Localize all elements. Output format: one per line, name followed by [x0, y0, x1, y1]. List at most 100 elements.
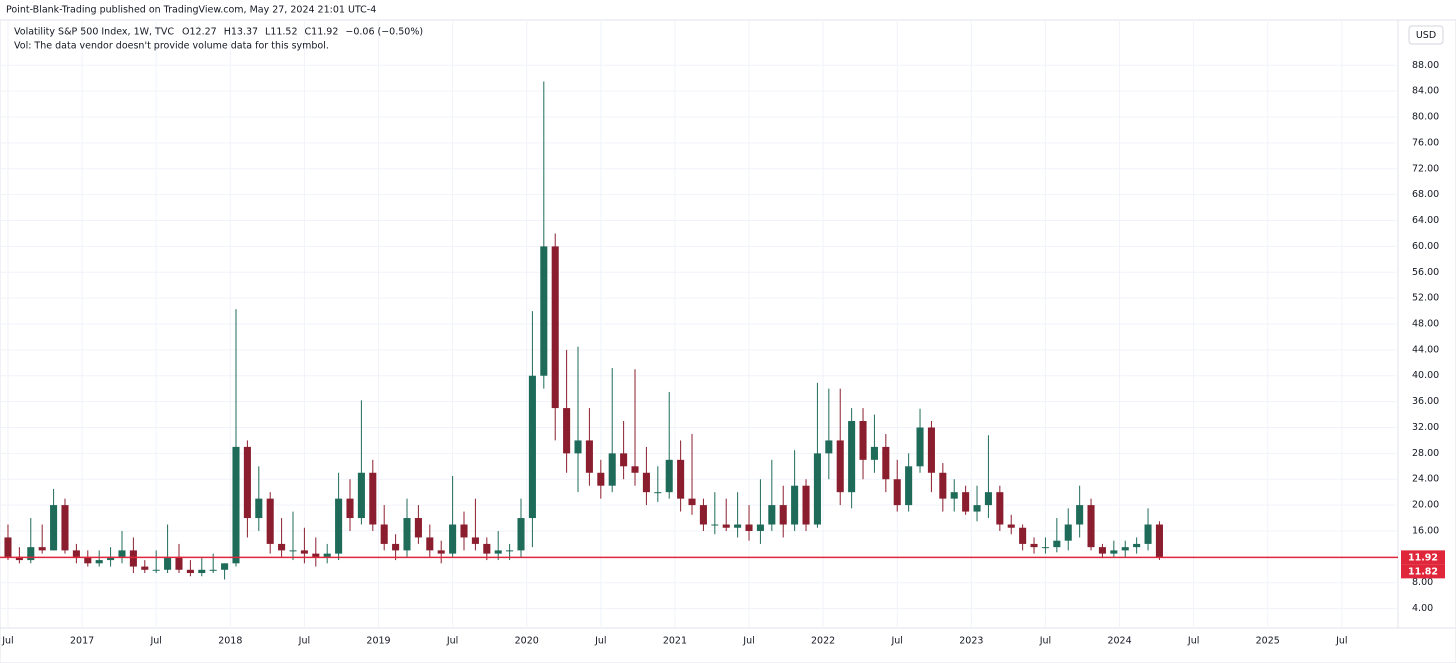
candle-body: [483, 543, 491, 554]
candle-body: [266, 498, 274, 544]
candle-body: [460, 524, 468, 538]
y-tick-label: 60.00: [1412, 241, 1439, 252]
candle-body: [209, 569, 217, 571]
x-tick-label: Jul: [594, 636, 606, 647]
y-tick-label: 52.00: [1412, 293, 1439, 304]
candle-body: [437, 550, 445, 554]
candle-body: [1087, 505, 1095, 548]
y-tick-label: 20.00: [1412, 500, 1439, 511]
candle-body: [791, 485, 799, 525]
candle-body: [756, 524, 764, 531]
candle-body: [346, 498, 354, 519]
candle-body: [1019, 527, 1027, 544]
candle-body: [357, 472, 365, 519]
candle-body: [608, 453, 616, 486]
x-tick-label: Jul: [890, 636, 902, 647]
x-tick-label: 2017: [70, 636, 94, 647]
price-label-box: [1401, 550, 1445, 565]
candle-body: [38, 547, 46, 551]
candle-body: [403, 518, 411, 551]
x-tick-label: 2020: [515, 636, 539, 647]
candle-body: [620, 453, 628, 467]
candle-body: [506, 550, 514, 552]
candle-body: [642, 472, 650, 493]
candle-body: [745, 524, 753, 531]
candle-body: [825, 440, 833, 454]
candle-body: [1110, 550, 1118, 554]
y-tick-label: 80.00: [1412, 112, 1439, 123]
candle-body: [289, 550, 297, 552]
candle-body: [962, 492, 970, 512]
candle-body: [175, 556, 183, 570]
candle-body: [50, 505, 58, 551]
y-tick-label: 24.00: [1412, 474, 1439, 485]
candle-body: [72, 550, 80, 557]
x-tick-label: 2021: [663, 636, 687, 647]
y-tick-label: 56.00: [1412, 267, 1439, 278]
x-tick-label: Jul: [1, 636, 13, 647]
candle-body: [813, 453, 821, 525]
candle-body: [665, 459, 673, 493]
candle-body: [1155, 524, 1163, 558]
candle-body: [1041, 547, 1049, 549]
candle-body: [323, 553, 331, 557]
candle-body: [939, 472, 947, 499]
candle-body: [164, 556, 172, 570]
candle-body: [551, 246, 559, 409]
y-tick-label: 16.00: [1412, 525, 1439, 536]
candle-body: [198, 569, 206, 574]
candle-body: [631, 466, 639, 473]
candle-body: [221, 563, 229, 570]
y-tick-label: 72.00: [1412, 163, 1439, 174]
candle-body: [859, 421, 867, 460]
volume-note: Vol: The data vendor doesn't provide vol…: [14, 41, 329, 52]
x-tick-label: Jul: [742, 636, 754, 647]
candle-body: [1133, 543, 1141, 548]
candle-body: [118, 550, 126, 557]
price-label: 11.92: [1408, 552, 1438, 563]
candle-body: [27, 547, 35, 561]
x-tick-label: 2025: [1256, 636, 1280, 647]
candle-body: [380, 524, 388, 544]
candle-body: [243, 446, 251, 519]
y-tick-label: 36.00: [1412, 396, 1439, 407]
y-tick-label: 8.00: [1412, 577, 1433, 588]
candle-body: [916, 427, 924, 467]
candle-body: [1030, 543, 1038, 548]
candle-body: [711, 524, 719, 526]
candle-body: [141, 566, 149, 570]
y-tick-label: 64.00: [1412, 215, 1439, 226]
candle-body: [186, 569, 194, 574]
candle-body: [905, 466, 913, 506]
candle-body: [927, 427, 935, 473]
candle-body: [107, 556, 115, 561]
frame: [0, 19, 1456, 663]
candle-body: [722, 524, 730, 528]
candle-body: [255, 498, 263, 519]
candle-body: [61, 505, 69, 551]
candle-body: [1076, 505, 1084, 525]
candle-body: [734, 524, 742, 528]
candle-body: [95, 560, 103, 564]
candle-body: [836, 440, 844, 493]
y-tick-label: 44.00: [1412, 344, 1439, 355]
symbol-title: Volatility S&P 500 Index, 1W, TVC: [14, 27, 174, 38]
x-tick-label: 2018: [218, 636, 242, 647]
currency-button[interactable]: [1408, 25, 1444, 45]
candle-body: [1053, 540, 1061, 548]
ohlc-label: O12.27: [182, 27, 217, 38]
candle-body: [540, 246, 548, 376]
y-tick-label: 84.00: [1412, 86, 1439, 97]
candle-body: [449, 524, 457, 554]
x-tick-label: 2019: [366, 636, 390, 647]
currency[interactable]: USD: [1416, 30, 1436, 41]
candle-body: [802, 485, 810, 525]
candle-body: [84, 556, 92, 564]
candle-body: [654, 492, 662, 494]
y-tick-label: 4.00: [1412, 603, 1433, 614]
candle-body: [996, 492, 1004, 525]
candle-body: [950, 492, 958, 499]
y-tick-label: 28.00: [1412, 448, 1439, 459]
candle-body: [471, 537, 479, 544]
